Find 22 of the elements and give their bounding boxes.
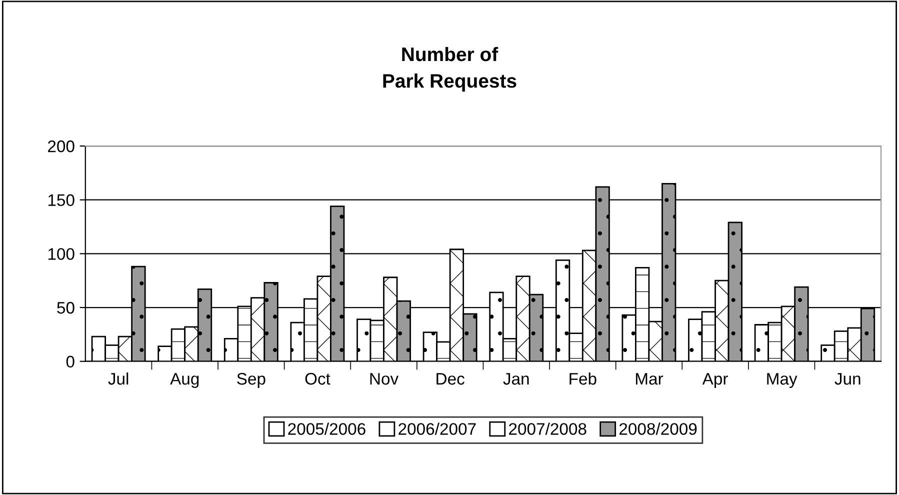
x-tick-label: Jan [503,373,529,385]
y-tick-label: 0 [66,356,74,368]
y-tick-label: 150 [48,194,74,206]
x-tick-label: Mar [636,373,664,385]
x-tick-label: Feb [570,372,596,385]
x-tick-label: Apr [702,373,728,388]
x-tick-label: Jun [834,373,860,385]
y-tick-label: 200 [48,140,74,152]
x-tick-label: Aug [170,373,199,388]
legend-label: 2007/2008 [509,422,586,435]
x-tick-label: Dec [436,373,464,385]
y-tick-label: 50 [57,302,74,314]
x-tick-label: Jul [108,372,128,385]
y-tick-label: 100 [48,248,74,260]
legend-label: 2005/2006 [288,422,366,435]
legend-label: 2006/2007 [398,422,476,435]
legend-label: 2008/2009 [619,422,697,435]
chart-title: Number of Park Requests [383,46,516,92]
x-tick-label: Nov [370,373,399,385]
x-tick-label: Sep [237,372,266,388]
x-tick-label: May [767,373,798,388]
x-tick-label: Oct [305,372,330,385]
